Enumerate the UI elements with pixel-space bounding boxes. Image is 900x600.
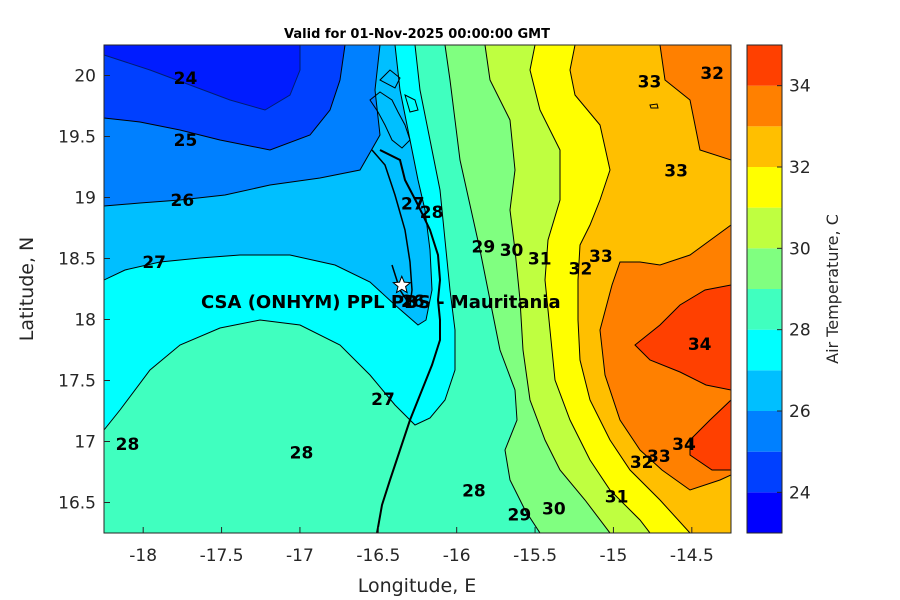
- x-tick-label: -16.5: [356, 546, 400, 566]
- y-tick-label: 17: [74, 433, 96, 453]
- contour-label: 28: [290, 443, 314, 463]
- plot-frame: [103, 44, 732, 534]
- x-axis-label: Longitude, E: [358, 575, 477, 597]
- contour-label: 25: [174, 131, 198, 151]
- colorbar: [746, 44, 783, 534]
- contour-label: 33: [638, 73, 662, 93]
- contour-label: 27: [371, 390, 395, 410]
- coastline: [376, 149, 442, 533]
- colorbar-tick-label: 28: [789, 321, 811, 341]
- contour-label: 26: [171, 191, 195, 211]
- colorbar-segment: [747, 248, 782, 289]
- x-tick-label: -18: [129, 546, 157, 566]
- colorbar-tick-label: 26: [789, 402, 811, 422]
- colorbar-segment: [747, 451, 782, 493]
- small-feature: [649, 103, 659, 109]
- contour-label: 34: [688, 335, 712, 355]
- x-tick-label: -17: [286, 546, 314, 566]
- contour-label: 27: [142, 253, 166, 273]
- colorbar-tick-label: 32: [789, 158, 811, 178]
- y-axis-ticks: 16.5 17 17.5 18 18.5 19 19.5 20: [58, 67, 110, 514]
- colorbar-segment: [747, 492, 782, 533]
- colorbar-segment: [747, 167, 782, 208]
- contour-label: 33: [589, 247, 613, 267]
- contour-label: 24: [174, 69, 198, 89]
- y-tick-label: 18.5: [58, 250, 96, 270]
- y-tick-label: 17.5: [58, 372, 96, 392]
- colorbar-segment: [747, 411, 782, 452]
- colorbar-segment: [747, 289, 782, 330]
- y-tick-label: 20: [74, 67, 96, 87]
- colorbar-tick-label: 24: [789, 483, 811, 503]
- chart-title: Valid for 01-Nov-2025 00:00:00 GMT: [284, 27, 550, 42]
- x-axis-ticks: -18 -17.5 -17 -16.5 -16 -15.5 -15 -14.5: [129, 527, 714, 566]
- contour-label: 29: [508, 506, 532, 526]
- colorbar-label: Air Temperature, C: [823, 214, 842, 364]
- band-22-23: [104, 45, 301, 111]
- colorbar-segment: [747, 207, 782, 249]
- contour-label: 34: [672, 435, 696, 455]
- x-tick-label: -16: [443, 546, 471, 566]
- contour-label: 30: [542, 500, 566, 520]
- colorbar-segment: [747, 45, 782, 86]
- y-tick-label: 19.5: [58, 128, 96, 148]
- x-tick-label: -15.5: [513, 546, 557, 566]
- contour-label: 26: [401, 292, 425, 312]
- y-axis-label: Latitude, N: [16, 237, 38, 342]
- island-cluster: [369, 69, 419, 149]
- contour-label: 28: [420, 203, 444, 223]
- band-33-34: [634, 284, 731, 391]
- band-32-33: [659, 45, 731, 161]
- contour-label: 32: [630, 453, 654, 473]
- band-33-34-south: [689, 399, 731, 471]
- colorbar-ticks: 24 26 28 30 32 34: [777, 77, 811, 503]
- colorbar-tick-label: 30: [789, 239, 811, 259]
- contour-label: 27: [401, 195, 425, 215]
- coastline-offshore: [371, 149, 413, 308]
- contour-label: 32: [700, 64, 724, 84]
- x-tick-label: -17.5: [200, 546, 244, 566]
- colorbar-frame: [746, 44, 783, 534]
- colorbar-segment: [747, 126, 782, 167]
- y-tick-label: 19: [74, 189, 96, 209]
- contour-label: 30: [500, 241, 524, 261]
- y-tick-label: 18: [74, 311, 96, 331]
- contour-label: 33: [664, 162, 688, 182]
- colorbar-segment: [747, 370, 782, 411]
- colorbar-segment: [747, 329, 782, 371]
- site-star-marker: [392, 274, 412, 294]
- contour-label: 28: [462, 481, 486, 501]
- colorbar-tick-label: 34: [789, 77, 811, 97]
- contour-label: 33: [647, 447, 671, 467]
- site-label: CSA (ONHYM) PPL PBS - Mauritania: [201, 292, 561, 313]
- contour-label: 31: [605, 487, 629, 507]
- contour-label: 29: [471, 237, 495, 257]
- contour-label: 31: [528, 250, 552, 270]
- contour-label: 28: [116, 435, 140, 455]
- x-tick-label: -14.5: [670, 546, 714, 566]
- x-tick-label: -15: [600, 546, 628, 566]
- colorbar-segment: [747, 85, 782, 127]
- contour-label: 32: [569, 259, 593, 279]
- y-tick-label: 16.5: [58, 494, 96, 514]
